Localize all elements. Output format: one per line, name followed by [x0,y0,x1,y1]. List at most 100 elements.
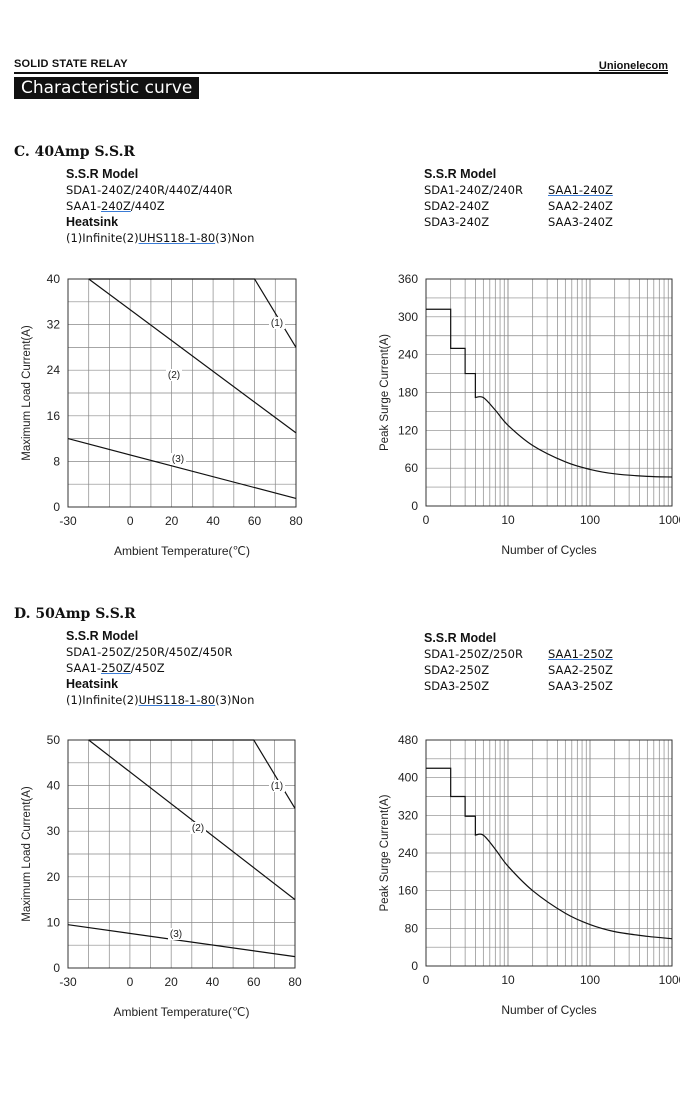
x-tick-label: 100 [580,513,600,527]
model-item: SDA3-240Z [424,215,490,229]
x-tick-label: 40 [206,514,220,528]
y-axis-label: Maximum Load Current(A) [21,325,33,461]
series-label: (2) [192,823,204,834]
y-tick-label: 10 [47,915,61,929]
header-divider [14,72,668,74]
y-tick-label: 24 [47,363,61,377]
series-label: (1) [271,318,283,329]
y-tick-label: 0 [411,959,418,973]
x-tick-label: 20 [165,975,179,989]
x-tick-label: 0 [423,513,430,527]
series-label: (2) [168,370,180,381]
heatsink-heading: Heatsink [66,215,119,229]
model-item: SDA1-250Z/250R [424,647,523,661]
y-tick-label: 0 [53,500,60,514]
model-item: SDA3-250Z [424,679,490,693]
model-item: SAA2-250Z [548,663,613,677]
x-axis-label: Number of Cycles [501,543,596,557]
y-tick-label: 40 [47,272,61,286]
x-tick-label: 80 [288,975,302,989]
series-label: (3) [170,929,182,940]
x-tick-label: -30 [59,514,77,528]
y-tick-label: 60 [405,461,419,475]
x-tick-label: 0 [423,973,430,987]
section-title-40amp: C. 40Amp S.S.R [14,144,136,160]
heatsink-line: (1)Infinite(2)UHS118-1-80(3)Non [66,693,255,707]
model-heading: S.S.R Model [424,167,497,181]
x-tick-label: 100 [580,973,600,987]
x-tick-label: 80 [289,514,303,528]
y-axis-label: Peak Surge Current(A) [379,794,391,911]
model-line: SAA1-250Z/450Z [66,661,165,675]
model-item: SAA2-240Z [548,199,613,213]
model-heading: S.S.R Model [424,631,497,645]
y-tick-label: 360 [398,272,418,286]
series-line [88,278,297,434]
y-tick-label: 320 [398,808,418,822]
series-label-bg [269,317,285,329]
series-label: (3) [172,454,184,465]
y-tick-label: 0 [53,961,60,975]
x-tick-label: 40 [206,975,220,989]
model-line: SDA1-250Z/250R/450Z/450R [66,645,233,659]
y-tick-label: 8 [53,454,60,468]
model-block-50amp-right: S.S.R Model SDA1-250Z/250R SAA1-250Z SDA… [424,630,613,694]
y-tick-label: 240 [398,348,418,362]
y-tick-label: 180 [398,386,418,400]
model-heading: S.S.R Model [66,629,139,643]
y-tick-label: 50 [47,733,61,747]
model-line: SAA1-240Z/440Z [66,199,165,213]
model-block-40amp-right: S.S.R Model SDA1-240Z/240R SAA1-240Z SDA… [424,166,613,230]
plot-frame [425,278,673,507]
series-line [67,924,296,958]
series-line [426,308,673,478]
x-tick-label: 10 [501,513,515,527]
y-tick-label: 400 [398,771,418,785]
y-tick-label: 240 [398,846,418,860]
heatsink-line: (1)Infinite(2)UHS118-1-80(3)Non [66,231,255,245]
model-item: SDA2-250Z [424,663,490,677]
y-tick-label: 300 [398,310,418,324]
series-label-bg [166,369,182,381]
y-tick-label: 30 [47,824,61,838]
series-line [88,739,296,901]
series-label-bg [170,453,186,465]
x-tick-label: 1000 [659,513,680,527]
model-item: SAA3-240Z [548,215,613,229]
x-axis-label: Ambient Temperature(℃) [114,1005,250,1019]
section-title-50amp: D. 50Amp S.S.R [14,606,136,622]
plot-frame [425,739,673,967]
x-tick-label: 0 [127,975,134,989]
x-tick-label: 1000 [659,973,680,987]
y-tick-label: 40 [47,779,61,793]
x-tick-label: 60 [248,514,262,528]
x-tick-label: 0 [127,514,134,528]
model-block-40amp-left: S.S.R Model SDA1-240Z/240R/440Z/440R SAA… [66,166,254,246]
model-item: SAA3-250Z [548,679,613,693]
series-label-bg [269,780,285,792]
y-axis-label: Peak Surge Current(A) [379,334,391,451]
heatsink-heading: Heatsink [66,677,119,691]
y-tick-label: 480 [398,733,418,747]
series-label-bg [190,822,206,834]
y-tick-label: 160 [398,884,418,898]
y-tick-label: 20 [47,870,61,884]
y-tick-label: 32 [47,318,61,332]
model-item: SAA1-240Z [548,183,613,197]
x-tick-label: -30 [59,975,77,989]
x-tick-label: 10 [501,973,515,987]
y-tick-label: 120 [398,423,418,437]
x-axis-label: Number of Cycles [501,1003,596,1017]
x-tick-label: 20 [165,514,179,528]
series-label: (1) [271,781,283,792]
y-tick-label: 0 [411,499,418,513]
series-line [67,438,297,500]
series-line [426,767,673,940]
model-line: SDA1-240Z/240R/440Z/440R [66,183,233,197]
model-item: SAA1-250Z [548,647,613,661]
series-label-bg [168,928,184,940]
model-heading: S.S.R Model [66,167,139,181]
